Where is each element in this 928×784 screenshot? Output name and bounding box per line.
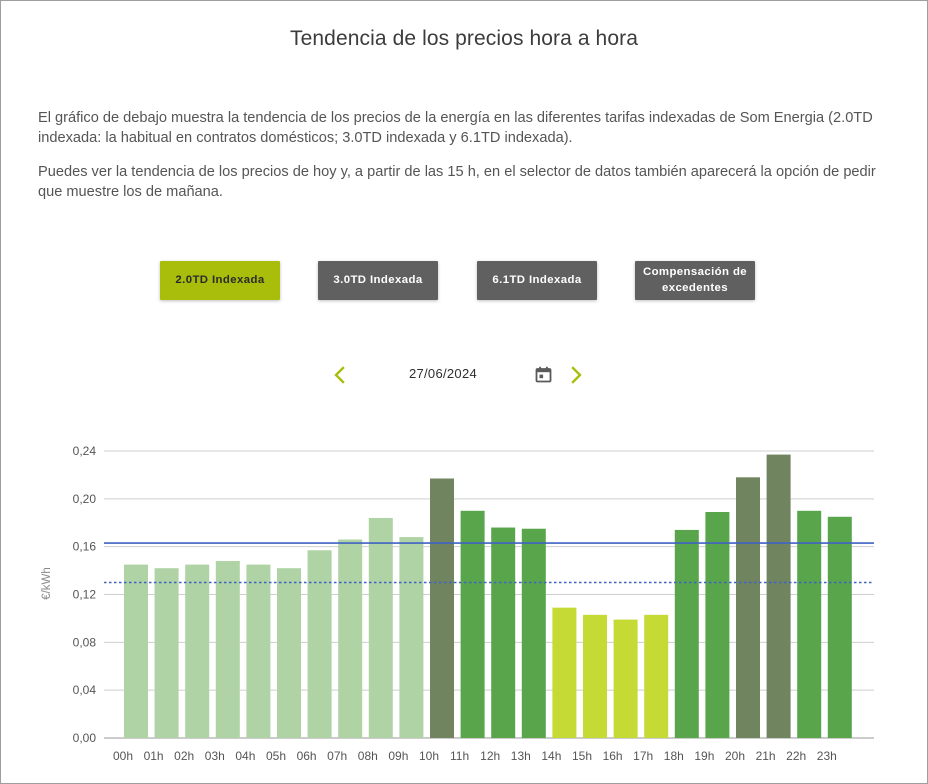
prev-date-button[interactable] [331,365,349,385]
bar [583,614,607,738]
x-tick-label: 01h [144,749,164,763]
bar [797,510,822,738]
bar [430,478,454,738]
chevron-left-icon [334,366,345,384]
y-tick-label: 0,04 [73,683,97,697]
x-tick-label: 11h [450,749,469,763]
tab-compensacion-excedentes[interactable]: Compensación de excedentes [635,261,755,300]
bar [460,510,485,738]
x-tick-label: 13h [511,749,531,763]
bar [215,561,240,738]
x-tick-label: 15h [572,749,592,763]
tab-label: 6.1TD Indexada [492,273,582,286]
x-tick-label: 12h [480,749,500,763]
tab-label: 2.0TD Indexada [175,273,265,286]
bar [613,619,638,738]
x-tick-label: 23h [817,749,837,763]
price-chart: 0,00 0,04 0,08 0,12 0,16 0,20 0,24 €/kWh 00h 01h 0… [41,444,874,763]
bar [277,568,301,738]
x-tick-label: 18h [664,749,684,763]
y-tick-label: 0,00 [73,731,97,745]
bar [705,511,730,738]
y-tick-label: 0,24 [73,444,97,458]
x-tick-label: 06h [297,749,317,763]
bar [766,454,791,738]
x-tick-label: 04h [235,749,255,763]
bar [307,550,332,738]
x-tick-label: 02h [174,749,194,763]
bar [644,614,669,738]
tab-label: Compensación de excedentes [642,266,748,294]
x-tick-label: 16h [603,749,623,763]
bar [399,537,424,738]
x-tick-label: 14h [541,749,561,763]
x-tick-label: 07h [327,749,347,763]
y-axis-label: €/kWh [41,567,53,600]
bar [154,568,179,738]
x-tick-label: 21h [756,749,776,763]
bar [674,529,699,738]
tab-label: 3.0TD Indexada [333,273,423,286]
page-title: Tendencia de los precios hora a hora [290,27,638,50]
y-tick-label: 0,16 [73,540,97,554]
date-value[interactable]: 27/06/2024 [408,366,478,381]
x-tick-label: 22h [786,749,806,763]
bar [521,528,546,738]
description-paragraph-2: Puedes ver la tendencia de los precios d… [38,164,876,200]
tab-3-0td-indexada[interactable]: 3.0TD Indexada [318,261,438,300]
tab-6-1td-indexada[interactable]: 6.1TD Indexada [477,261,597,300]
x-tick-label: 19h [694,749,714,763]
y-tick-label: 0,08 [73,635,97,649]
bar [185,564,210,738]
calendar-icon [535,366,552,383]
bar [124,564,148,738]
bar [827,516,852,738]
x-tick-label: 03h [205,749,225,763]
bar [246,564,271,738]
next-date-button[interactable] [567,365,585,385]
tab-2-0td-indexada[interactable]: 2.0TD Indexada [160,261,280,300]
bar [491,527,516,738]
x-tick-label: 10h [419,749,439,763]
chevron-right-icon [571,366,582,384]
x-tick-label: 05h [266,749,286,763]
x-tick-label: 08h [358,749,378,763]
calendar-button[interactable] [535,366,552,383]
y-tick-label: 0,20 [73,492,97,506]
y-tick-label: 0,12 [73,588,97,602]
x-tick-label: 00h [113,749,133,763]
bar [368,517,393,738]
bar [552,607,577,738]
x-tick-label: 09h [388,749,408,763]
bar [736,477,760,738]
description-paragraph-1: El gráfico de debajo muestra la tendenci… [38,110,873,146]
x-tick-label: 20h [725,749,745,763]
x-tick-label: 17h [633,749,653,763]
bar [338,539,363,738]
